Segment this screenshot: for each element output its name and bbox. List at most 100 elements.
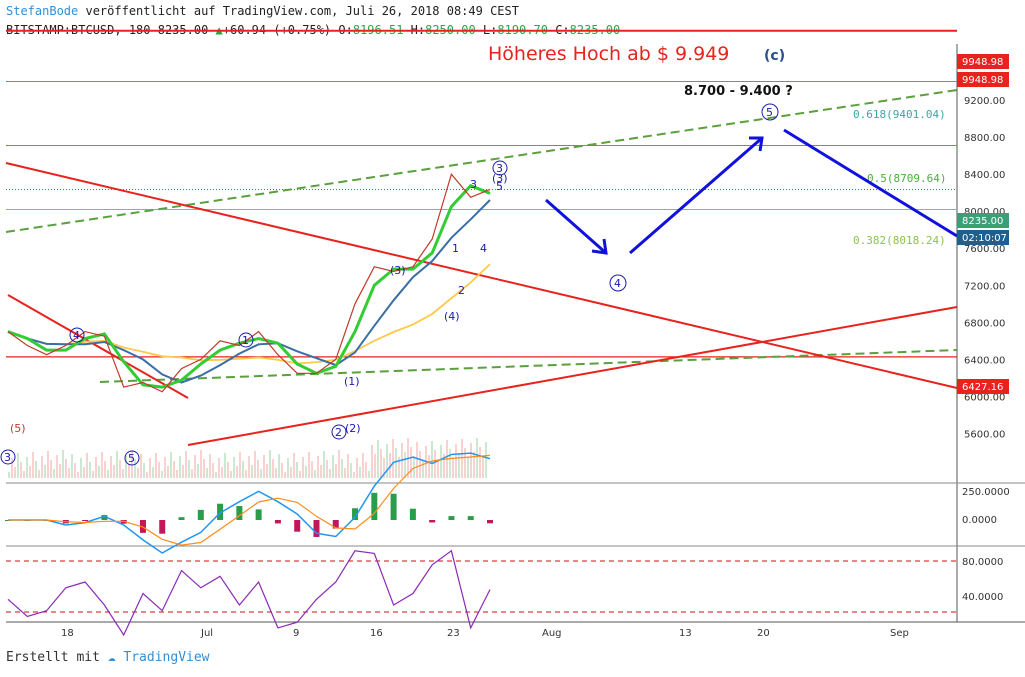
volume-bar (431, 441, 433, 478)
volume-bar (194, 455, 196, 478)
volume-bar (86, 453, 88, 478)
volume-bar (98, 466, 100, 478)
volume-bar (89, 462, 91, 478)
macd-histogram-bar (371, 492, 378, 520)
time-tick-label: 18 (61, 628, 74, 639)
macd-histogram-bar (178, 517, 185, 520)
tradingview-brand-link[interactable]: TradingView (123, 650, 210, 665)
price-tick-label: 7600.00 (964, 244, 1005, 255)
volume-bar (77, 472, 79, 478)
wave-2-small: 2 (458, 284, 465, 297)
target-range-label[interactable]: 8.700 - 9.400 ? (684, 84, 793, 99)
ascending-trendline[interactable] (187, 306, 958, 446)
volume-bar (23, 471, 25, 478)
time-tick-label: 13 (679, 628, 692, 639)
arrow-up (629, 136, 763, 255)
volume-bar (419, 451, 421, 478)
volume-bar (470, 443, 472, 478)
volume-bar (38, 470, 40, 478)
volume-bar (230, 471, 232, 478)
volume-bar (410, 447, 412, 478)
volume-bar (287, 458, 289, 478)
volume-bar (14, 467, 16, 478)
volume-bar (74, 463, 76, 478)
volume-bar (170, 452, 172, 478)
tag-price: 8235.00 (962, 216, 1003, 227)
volume-bar (101, 452, 103, 478)
volume-bar (317, 456, 319, 478)
price-tick-label: 7200.00 (964, 281, 1005, 292)
volume-bar (8, 472, 10, 478)
volume-bar (110, 456, 112, 478)
time-tick-label: Aug (542, 628, 562, 639)
wave-4-label: 4 (73, 329, 80, 342)
lower-channel-trendline[interactable] (99, 349, 958, 383)
volume-bar (236, 466, 238, 478)
volume-bar (125, 455, 127, 478)
volume-bar (44, 465, 46, 478)
volume-bar (203, 459, 205, 478)
volume-bar (224, 453, 226, 478)
price-tick-label: 6000.00 (964, 392, 1005, 403)
volume-bar (482, 456, 484, 478)
wave-c-label[interactable]: (c) (764, 48, 785, 64)
headline-annotation[interactable]: Höheres Hoch ab $ 9.949 (488, 43, 729, 65)
volume-bar (485, 442, 487, 478)
rsi-tick-40: 40.0000 (962, 592, 1003, 603)
volume-bar (380, 449, 382, 478)
macd-histogram (5, 492, 493, 537)
volume-bar (227, 462, 229, 478)
volume-bar (137, 468, 139, 478)
volume-bar (107, 470, 109, 478)
volume-bar (218, 458, 220, 478)
volume-bar (131, 450, 133, 478)
elliott-wave-markers[interactable]: 4 1 5 2 3 (1) (2) (3) (4) (5) 1 2 3 4 3 … (0, 103, 779, 466)
macd-histogram-bar (352, 508, 359, 520)
volume-bar (149, 458, 151, 478)
volume-bar (353, 472, 355, 478)
wave-5-projection: 5 (766, 106, 773, 119)
wave-p1-label: (1) (344, 375, 360, 388)
volume-bar (140, 454, 142, 478)
upper-channel-trendline[interactable] (5, 89, 958, 233)
publish-info: veröffentlicht auf TradingView.com, Juli… (85, 4, 519, 18)
price-tick-label: 8000.00 (964, 207, 1005, 218)
macd-histogram-bar (429, 520, 436, 523)
volume-bar (41, 456, 43, 478)
tag-6427-bg (957, 379, 1009, 394)
volume-bar (395, 448, 397, 478)
wave-5-small: 5 (496, 180, 503, 193)
time-tick-label: Sep (890, 628, 909, 639)
macd-histogram-bar (313, 520, 320, 537)
volume-bar (416, 442, 418, 478)
wave-marker-circle (69, 327, 85, 343)
wave-marker-circle (238, 332, 254, 348)
price-tags[interactable]: 9948.98 9948.98 8235.00 02:10:07 6427.16 (957, 54, 1009, 394)
macd-histogram-bar (274, 520, 281, 524)
fib-0618-label: 0.618(9401.04) (853, 108, 946, 121)
volume-bar (251, 465, 253, 478)
volume-bar (374, 454, 376, 478)
volume-bar (254, 451, 256, 478)
tag-9948-a-bg (957, 54, 1009, 69)
volume-bar (179, 456, 181, 478)
time-axis[interactable]: 18 Jul 9 16 23 Aug 13 20 Sep (61, 628, 909, 639)
author-name[interactable]: StefanBode (6, 4, 79, 18)
volume-bar (365, 462, 367, 478)
volume-bar (359, 467, 361, 478)
volume-bar (422, 460, 424, 478)
descending-trendline[interactable] (5, 162, 958, 389)
volume-bar (455, 444, 457, 478)
wave-p5-label: (5) (10, 422, 26, 435)
volume-bar (440, 445, 442, 478)
volume-bar (320, 465, 322, 478)
macd-tick-0: 0.0000 (962, 515, 997, 526)
volume-bar (434, 450, 436, 478)
volume-bar (173, 461, 175, 478)
volume-bar (200, 450, 202, 478)
short-downtrend-line[interactable] (7, 294, 189, 399)
volume-bar (116, 451, 118, 478)
volume-bar (209, 454, 211, 478)
wave-1-label: 1 (242, 334, 249, 347)
